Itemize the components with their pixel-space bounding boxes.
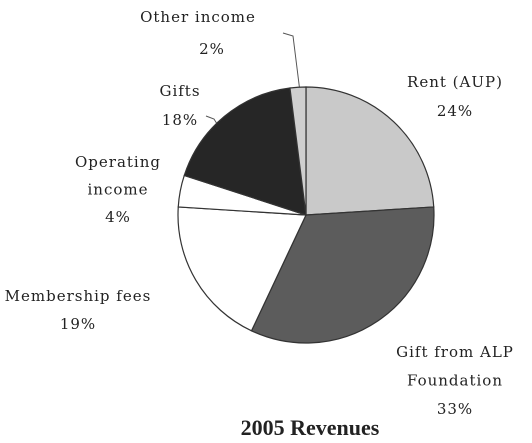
pie-slice [305, 86, 435, 216]
value-label: 24% [437, 102, 473, 120]
pie-slice [183, 87, 307, 216]
pie-slice [250, 206, 435, 344]
slice-label: Membership fees [5, 287, 152, 305]
slice-label: Rent (AUP) [407, 73, 503, 91]
pie-slice [177, 206, 307, 332]
value-label: 33% [437, 400, 473, 418]
value-label: 4% [105, 208, 131, 226]
slice-label: Gift from ALP Foundation [396, 343, 514, 390]
value-label: 18% [162, 111, 198, 129]
chart-title: 2005 Revenues [241, 415, 380, 440]
slice-label: Gifts [159, 82, 200, 100]
value-label: 2% [199, 40, 225, 58]
slice-label: Operating income [75, 153, 161, 199]
leader-line [282, 32, 301, 93]
slice-label: Other income [140, 8, 256, 26]
value-label: 19% [60, 315, 96, 333]
pie-slice [289, 86, 307, 216]
